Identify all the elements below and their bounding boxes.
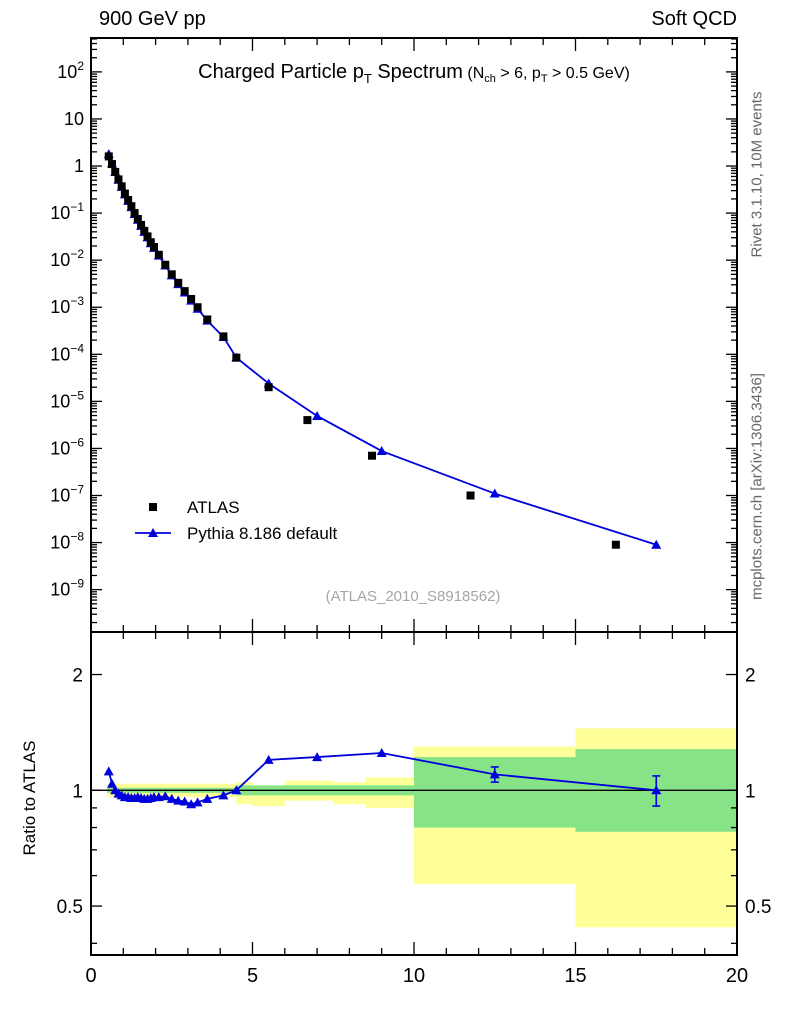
tick-label: 10−5: [50, 388, 84, 411]
tick-label: 1: [74, 156, 84, 176]
ratio-axis-label: Ratio to ATLAS: [20, 740, 39, 856]
pythia-marker: [103, 766, 114, 776]
tick-label: 10−1: [50, 200, 84, 223]
tick-label: 102: [57, 59, 84, 82]
tick-label: 10−7: [50, 483, 84, 506]
atlas-marker: [174, 278, 183, 287]
ratio-uncertainty-bands: [107, 728, 737, 928]
ratio-series: [103, 748, 662, 809]
atlas-series: [104, 152, 620, 549]
analysis-id-watermark: (ATLAS_2010_S8918562): [325, 588, 501, 605]
x-tick-label: 15: [564, 965, 586, 987]
atlas-marker: [161, 260, 170, 269]
atlas-marker: [120, 189, 129, 198]
tick-label: 10−8: [50, 530, 84, 553]
chart-title: Charged Particle pT Spectrum (Nch > 6, p…: [198, 61, 630, 86]
atlas-marker: [104, 152, 113, 161]
tick-label: 10−3: [50, 294, 84, 317]
atlas-marker: [130, 209, 139, 218]
atlas-marker: [611, 540, 620, 549]
pythia-marker: [231, 785, 242, 795]
pythia-marker: [312, 410, 323, 420]
tick-label: 2: [745, 666, 756, 687]
atlas-marker: [133, 214, 142, 223]
pythia-marker: [173, 795, 184, 805]
atlas-marker: [466, 491, 475, 500]
pythia-marker: [263, 754, 274, 764]
pythia-marker: [651, 785, 662, 795]
pythia-marker: [160, 791, 171, 801]
atlas-marker: [117, 182, 126, 191]
x-tick-label: 10: [403, 965, 425, 987]
atlas-marker: [149, 503, 157, 511]
atlas-marker: [154, 250, 163, 259]
pythia-marker: [202, 793, 213, 803]
pythia-marker: [312, 752, 323, 762]
pythia-marker: [179, 796, 190, 806]
atlas-marker: [143, 232, 152, 241]
atlas-marker: [187, 294, 196, 303]
atlas-marker: [111, 167, 120, 176]
pythia-line: [107, 153, 657, 546]
atlas-marker: [149, 243, 158, 252]
atlas-marker: [124, 195, 133, 204]
tick-label: 2: [72, 666, 83, 687]
tick-label: 10−9: [50, 577, 84, 600]
pythia-marker: [489, 488, 500, 498]
pythia-marker: [218, 790, 229, 800]
atlas-marker: [303, 416, 312, 425]
tick-label: 10−2: [50, 247, 84, 270]
tick-label: 10−6: [50, 435, 84, 458]
atlas-marker: [232, 353, 241, 362]
pythia-marker: [376, 748, 387, 758]
legend: ATLAS Pythia 8.186 default: [135, 498, 338, 543]
rivet-version-note: Rivet 3.1.10, 10M events: [748, 91, 766, 258]
pythia-series: [103, 149, 662, 549]
tick-label: 0.5: [745, 897, 771, 918]
pythia-marker: [489, 769, 500, 779]
legend-label: ATLAS: [187, 498, 240, 517]
x-tick-label: 0: [85, 965, 96, 987]
atlas-marker: [127, 202, 136, 211]
pythia-marker: [106, 778, 117, 788]
tick-label: 1: [745, 781, 756, 802]
atlas-marker: [167, 270, 176, 279]
atlas-marker: [137, 220, 146, 229]
pythia-marker: [376, 446, 387, 456]
atlas-marker: [140, 226, 149, 235]
legend-label: Pythia 8.186 default: [187, 524, 338, 543]
pythia-marker: [192, 797, 203, 807]
beam-energy-label: 900 GeV pp: [99, 8, 206, 30]
atlas-marker: [114, 175, 123, 184]
atlas-marker: [107, 160, 116, 169]
tick-label: 1: [72, 781, 83, 802]
atlas-marker: [368, 451, 377, 460]
pythia-marker: [166, 793, 177, 803]
pythia-marker: [148, 528, 158, 537]
atlas-marker: [203, 315, 212, 324]
process-group-label: Soft QCD: [651, 8, 737, 30]
mcplots-attribution-note: mcplots.cern.ch [arXiv:1306.3436]: [748, 373, 766, 600]
tick-label: 10−4: [50, 341, 84, 364]
axis-ticks: [90, 38, 738, 955]
tick-label: 10: [64, 109, 84, 129]
pythia-marker: [651, 539, 662, 549]
atlas-marker: [219, 332, 228, 341]
atlas-marker: [180, 287, 189, 296]
atlas-marker: [193, 303, 202, 312]
atlas-marker: [146, 238, 155, 247]
x-tick-label: 20: [726, 965, 748, 987]
atlas-marker: [264, 383, 273, 392]
x-tick-label: 5: [247, 965, 258, 987]
tick-label: 0.5: [57, 897, 83, 918]
